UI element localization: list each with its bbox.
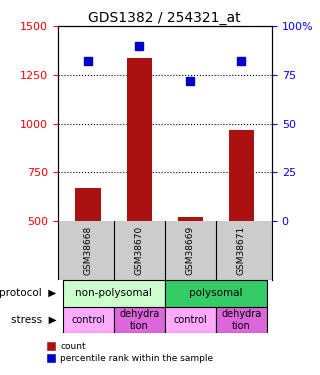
Bar [63,306,114,333]
Text: control: control [173,315,207,325]
Text: protocol  ▶: protocol ▶ [0,288,57,298]
Bar [63,280,165,306]
Bar [126,58,152,221]
Text: GSM38671: GSM38671 [237,226,246,275]
Text: GSM38670: GSM38670 [135,226,144,275]
Text: GSM38669: GSM38669 [186,226,195,275]
Text: stress  ▶: stress ▶ [11,315,57,325]
Bar [165,306,216,333]
Title: GDS1382 / 254321_at: GDS1382 / 254321_at [89,11,241,25]
Text: control: control [71,315,105,325]
Text: dehydra
tion: dehydra tion [221,309,261,331]
Text: polysomal: polysomal [189,288,243,298]
Bar [165,280,267,306]
Text: dehydra
tion: dehydra tion [119,309,159,331]
Bar [228,130,254,221]
Bar [76,188,101,221]
Legend: count, percentile rank within the sample: count, percentile rank within the sample [43,339,217,367]
Text: non-polysomal: non-polysomal [75,288,152,298]
Text: GSM38668: GSM38668 [84,226,93,275]
Bar [216,306,267,333]
Bar [114,306,165,333]
Bar [178,217,203,221]
